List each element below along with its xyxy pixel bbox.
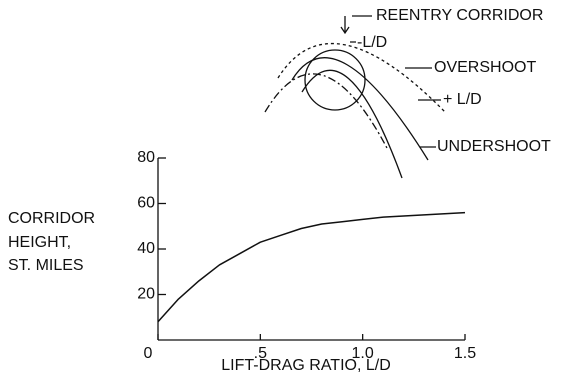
y-tick-label: 80: [137, 149, 155, 166]
diagram: [264, 15, 446, 179]
x-tick-label: 1.5: [454, 345, 476, 362]
leader-lines: [350, 41, 441, 148]
diagram-label: -L/D: [357, 34, 387, 51]
corridor-arrow: [340, 15, 372, 35]
x-axis-label: LIFT-DRAG RATIO, L/D: [221, 357, 391, 374]
y-axis-label: HEIGHT,: [8, 234, 71, 251]
diagram-label: + L/D: [443, 91, 482, 108]
diagram-label: REENTRY CORRIDOR: [376, 7, 543, 24]
diagram-label: OVERSHOOT: [434, 59, 536, 76]
y-tick-label: 20: [137, 286, 155, 303]
y-tick-label: 40: [137, 240, 155, 257]
overshoot-path: [291, 57, 429, 161]
earth: [304, 49, 366, 111]
corridor-outer: [277, 43, 446, 113]
undershoot-path: [301, 69, 403, 179]
data-line: [157, 211, 466, 323]
x-tick-label: 0: [144, 345, 153, 362]
y-axis-label: ST. MILES: [8, 257, 84, 274]
corridor-inner: [264, 73, 389, 151]
diagram-label: UNDERSHOOT: [437, 138, 551, 155]
y-axis-label: CORRIDOR: [8, 210, 95, 227]
y-tick-label: 60: [137, 195, 155, 212]
x-tick-label: 1.0: [352, 345, 374, 362]
x-tick-label: .5: [254, 345, 267, 362]
